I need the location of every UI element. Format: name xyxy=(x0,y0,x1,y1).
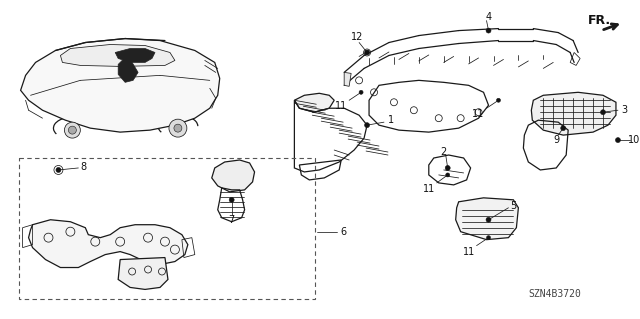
Text: 12: 12 xyxy=(351,32,364,41)
Circle shape xyxy=(561,126,566,130)
Circle shape xyxy=(445,166,450,170)
Text: 8: 8 xyxy=(80,162,86,172)
Text: 7: 7 xyxy=(228,215,235,225)
Polygon shape xyxy=(60,45,175,66)
Circle shape xyxy=(174,124,182,132)
Text: 9: 9 xyxy=(553,135,559,145)
Polygon shape xyxy=(20,39,220,132)
Circle shape xyxy=(365,50,369,55)
Text: 11: 11 xyxy=(472,109,484,119)
Text: SZN4B3720: SZN4B3720 xyxy=(529,289,581,300)
Circle shape xyxy=(359,90,363,94)
Text: 10: 10 xyxy=(628,135,640,145)
Text: 2: 2 xyxy=(440,147,447,157)
Polygon shape xyxy=(531,92,616,135)
Circle shape xyxy=(56,167,61,173)
Text: 1: 1 xyxy=(388,115,394,125)
Circle shape xyxy=(497,98,500,102)
Circle shape xyxy=(486,236,490,240)
Text: 6: 6 xyxy=(340,227,346,237)
Polygon shape xyxy=(115,48,155,63)
Text: 11: 11 xyxy=(463,247,475,256)
Circle shape xyxy=(445,173,450,177)
Text: 5: 5 xyxy=(510,201,516,211)
Circle shape xyxy=(616,137,620,143)
Polygon shape xyxy=(344,72,351,86)
Circle shape xyxy=(365,123,369,128)
Polygon shape xyxy=(294,93,334,112)
Circle shape xyxy=(486,28,491,33)
Text: 3: 3 xyxy=(621,105,627,115)
Text: FR.: FR. xyxy=(588,14,611,27)
Text: 11: 11 xyxy=(422,184,435,194)
Text: 11: 11 xyxy=(335,101,348,111)
Circle shape xyxy=(68,126,76,134)
Polygon shape xyxy=(456,198,518,240)
Circle shape xyxy=(169,119,187,137)
Circle shape xyxy=(65,122,81,138)
Polygon shape xyxy=(118,257,168,289)
Polygon shape xyxy=(212,160,255,192)
Polygon shape xyxy=(118,58,138,82)
Circle shape xyxy=(600,110,605,115)
Text: 4: 4 xyxy=(486,11,492,22)
Circle shape xyxy=(229,197,234,202)
Polygon shape xyxy=(29,220,188,268)
Circle shape xyxy=(486,217,491,222)
